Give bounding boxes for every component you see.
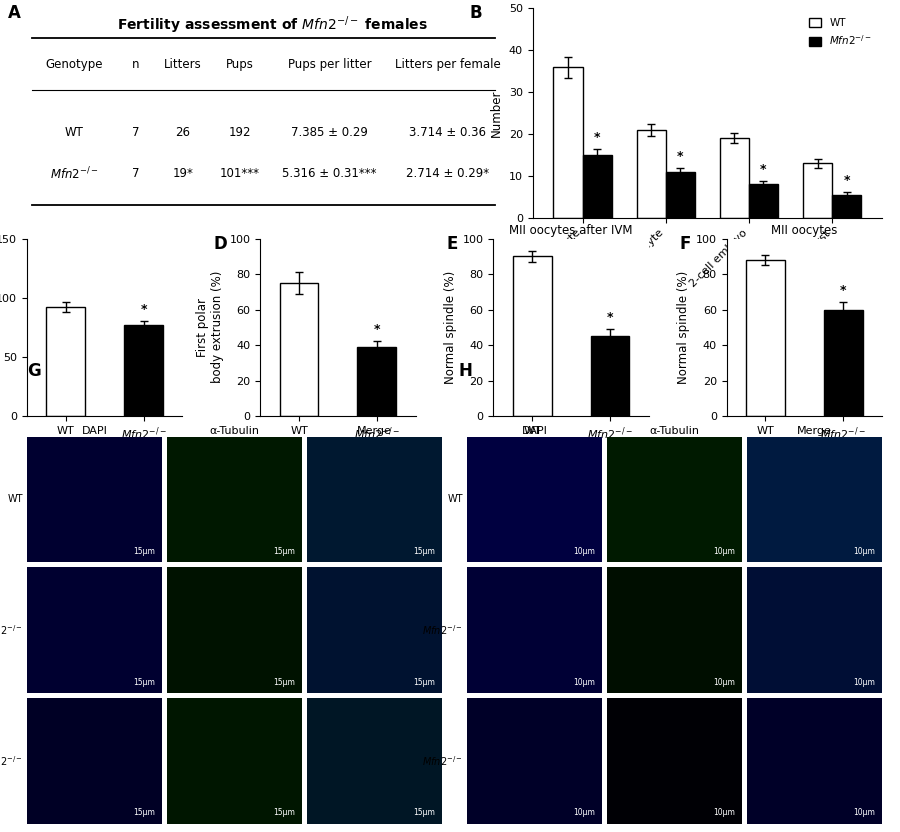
Title: α-Tubulin: α-Tubulin [650, 426, 699, 436]
Bar [832, 195, 861, 218]
Bar [280, 283, 319, 416]
Text: *: * [843, 174, 850, 187]
Text: 15μm: 15μm [274, 809, 295, 817]
Y-axis label: $\mathit{Mfn2}^{-/-}$: $\mathit{Mfn2}^{-/-}$ [422, 754, 463, 768]
Text: 5.316 ± 0.31***: 5.316 ± 0.31*** [283, 167, 377, 181]
Text: 7.385 ± 0.29: 7.385 ± 0.29 [291, 126, 368, 138]
Text: 15μm: 15μm [413, 678, 436, 686]
Bar [582, 155, 612, 218]
Y-axis label: First polar
body extrusion (%): First polar body extrusion (%) [196, 271, 224, 384]
Text: 3.714 ± 0.36: 3.714 ± 0.36 [410, 126, 486, 138]
Title: α-Tubulin: α-Tubulin [210, 426, 259, 436]
Text: 26: 26 [176, 126, 191, 138]
Text: Litters per female: Litters per female [395, 58, 500, 72]
Text: 10μm: 10μm [713, 678, 735, 686]
Bar [824, 310, 862, 416]
Text: A: A [8, 4, 21, 22]
Text: 2.714 ± 0.29*: 2.714 ± 0.29* [406, 167, 490, 181]
Y-axis label: Normal spindle (%): Normal spindle (%) [678, 270, 690, 384]
Text: 10μm: 10μm [713, 809, 735, 817]
Bar [749, 185, 778, 218]
Text: *: * [594, 131, 600, 144]
Text: Genotype: Genotype [46, 58, 103, 72]
Bar [357, 347, 396, 416]
Y-axis label: WT: WT [7, 494, 22, 504]
Bar [124, 325, 163, 416]
Text: 15μm: 15μm [133, 809, 155, 817]
Title: MII oocytes after IVM: MII oocytes after IVM [509, 225, 633, 237]
Bar [47, 307, 86, 416]
Text: WT: WT [65, 126, 84, 138]
Bar [803, 163, 833, 218]
Text: *: * [140, 303, 147, 316]
Text: 101***: 101*** [220, 167, 260, 181]
Text: Litters: Litters [164, 58, 202, 72]
Title: DAPI: DAPI [81, 426, 107, 436]
Text: 15μm: 15μm [413, 809, 436, 817]
Bar [513, 256, 552, 416]
Text: 10μm: 10μm [713, 547, 735, 556]
Text: *: * [374, 323, 380, 336]
Title: MII oocytes: MII oocytes [771, 225, 838, 237]
Text: 7: 7 [132, 167, 140, 181]
Text: Pups: Pups [226, 58, 254, 72]
Text: 15μm: 15μm [274, 547, 295, 556]
Text: 15μm: 15μm [274, 678, 295, 686]
Text: 19*: 19* [173, 167, 194, 181]
Text: n: n [132, 58, 140, 72]
Text: D: D [213, 235, 228, 253]
Text: H: H [459, 362, 472, 380]
Text: 15μm: 15μm [413, 547, 436, 556]
Text: 15μm: 15μm [133, 547, 155, 556]
Text: 10μm: 10μm [573, 809, 595, 817]
Text: *: * [677, 150, 683, 162]
Title: Merge: Merge [797, 426, 832, 436]
Text: *: * [760, 163, 767, 176]
Text: 10μm: 10μm [853, 678, 876, 686]
Text: 10μm: 10μm [853, 809, 876, 817]
Y-axis label: Number: Number [491, 89, 503, 137]
Y-axis label: $\mathit{Mfn2}^{-/-}$: $\mathit{Mfn2}^{-/-}$ [0, 754, 22, 768]
Title: Merge: Merge [357, 426, 392, 436]
Bar [720, 138, 749, 218]
Bar [666, 172, 695, 218]
Bar [590, 336, 629, 416]
Y-axis label: $\mathit{Mfn2}^{-/-}$: $\mathit{Mfn2}^{-/-}$ [0, 623, 22, 637]
Text: G: G [27, 362, 40, 380]
Title: DAPI: DAPI [521, 426, 547, 436]
Text: Pups per litter: Pups per litter [288, 58, 372, 72]
Text: 7: 7 [132, 126, 140, 138]
Bar [636, 130, 666, 218]
Text: F: F [680, 235, 691, 253]
Y-axis label: WT: WT [447, 494, 463, 504]
Text: B: B [470, 4, 482, 22]
Text: 192: 192 [229, 126, 251, 138]
Text: 15μm: 15μm [133, 678, 155, 686]
Text: Fertility assessment of $\mathit{Mfn2}^{-/-}$ females: Fertility assessment of $\mathit{Mfn2}^{… [117, 15, 428, 37]
Legend: WT, $\mathit{Mfn2}^{-/-}$: WT, $\mathit{Mfn2}^{-/-}$ [805, 13, 877, 51]
Text: *: * [840, 285, 846, 297]
Text: *: * [607, 311, 613, 324]
Y-axis label: Normal spindle (%): Normal spindle (%) [444, 270, 457, 384]
Bar [746, 260, 785, 416]
Text: 10μm: 10μm [573, 678, 595, 686]
Text: 10μm: 10μm [853, 547, 876, 556]
Bar [554, 67, 582, 218]
Y-axis label: $\mathit{Mfn2}^{-/-}$: $\mathit{Mfn2}^{-/-}$ [422, 623, 463, 637]
Text: $\mathit{Mfn2}^{-/-}$: $\mathit{Mfn2}^{-/-}$ [50, 166, 99, 182]
Text: E: E [446, 235, 458, 253]
Text: 10μm: 10μm [573, 547, 595, 556]
